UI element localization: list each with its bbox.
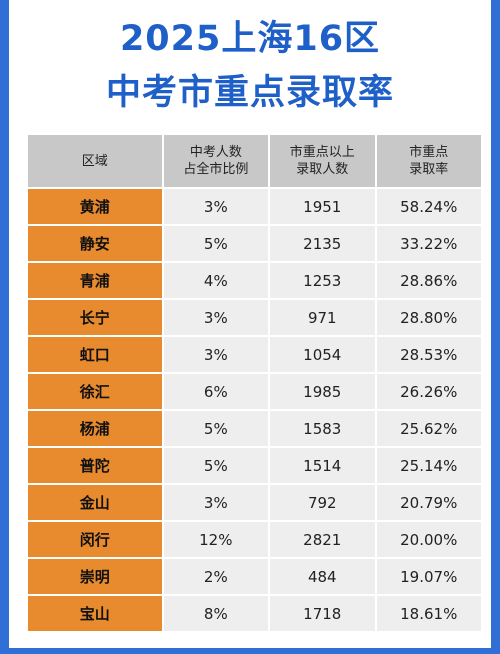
district-cell: 金山 [28, 485, 162, 520]
share-cell: 5% [163, 411, 269, 446]
table-row: 黄浦 3% 1951 58.24% [28, 189, 481, 224]
admitted-cell: 1951 [270, 189, 375, 224]
table-row: 金山 3% 792 20.79% [28, 485, 481, 520]
district-cell: 杨浦 [28, 411, 162, 446]
district-cell: 青浦 [28, 263, 162, 298]
share-cell: 6% [163, 374, 269, 409]
table-row: 长宁 3% 971 28.80% [28, 300, 481, 335]
page-title: 2025上海16区 [119, 19, 381, 59]
page-subtitle: 中考市重点录取率 [105, 73, 394, 113]
admissions-table: 区域 中考人数 占全市比例 市重点以上 录取人数 市重点 录取率 黄浦 3 [26, 133, 483, 633]
table-row: 青浦 4% 1253 28.86% [28, 263, 481, 298]
rate-cell: 20.79% [376, 485, 481, 520]
header-district-label: 区域 [81, 153, 108, 169]
admitted-cell: 1054 [270, 337, 375, 372]
share-cell: 5% [163, 226, 269, 261]
share-cell: 2% [163, 559, 269, 594]
table-header-row: 区域 中考人数 占全市比例 市重点以上 录取人数 市重点 录取率 [28, 135, 481, 187]
rate-cell: 26.26% [376, 374, 481, 409]
header-rate-line1: 市重点 [409, 145, 449, 160]
district-cell: 崇明 [28, 559, 162, 594]
rate-cell: 28.53% [376, 337, 481, 372]
share-cell: 5% [163, 448, 269, 483]
header-share-line2: 占全市比例 [183, 162, 249, 177]
rate-cell: 28.86% [376, 263, 481, 298]
rate-cell: 20.00% [376, 522, 481, 557]
district-cell: 徐汇 [28, 374, 162, 409]
header-rate: 市重点 录取率 [376, 135, 481, 187]
table-row: 宝山 8% 1718 18.61% [28, 596, 481, 631]
header-district: 区域 [28, 135, 162, 187]
rate-cell: 33.22% [376, 226, 481, 261]
admitted-cell: 1253 [270, 263, 375, 298]
admitted-cell: 1718 [270, 596, 375, 631]
share-cell: 3% [163, 189, 269, 224]
header-admitted: 市重点以上 录取人数 [270, 135, 375, 187]
header-share: 中考人数 占全市比例 [163, 135, 269, 187]
table-row: 徐汇 6% 1985 26.26% [28, 374, 481, 409]
rate-cell: 28.80% [376, 300, 481, 335]
rate-cell: 18.61% [376, 596, 481, 631]
admitted-cell: 1583 [270, 411, 375, 446]
admitted-cell: 2135 [270, 226, 375, 261]
admitted-cell: 1514 [270, 448, 375, 483]
table-row: 杨浦 5% 1583 25.62% [28, 411, 481, 446]
district-cell: 闵行 [28, 522, 162, 557]
share-cell: 3% [163, 337, 269, 372]
district-cell: 宝山 [28, 596, 162, 631]
table-row: 闵行 12% 2821 20.00% [28, 522, 481, 557]
share-cell: 3% [163, 485, 269, 520]
share-cell: 4% [163, 263, 269, 298]
rate-cell: 58.24% [376, 189, 481, 224]
table-row: 静安 5% 2135 33.22% [28, 226, 481, 261]
admitted-cell: 1985 [270, 374, 375, 409]
header-share-line1: 中考人数 [189, 145, 242, 160]
admitted-cell: 2821 [270, 522, 375, 557]
admitted-cell: 792 [270, 485, 375, 520]
header-admitted-line1: 市重点以上 [289, 145, 355, 160]
rate-cell: 19.07% [376, 559, 481, 594]
district-cell: 黄浦 [28, 189, 162, 224]
table-row: 普陀 5% 1514 25.14% [28, 448, 481, 483]
share-cell: 8% [163, 596, 269, 631]
share-cell: 3% [163, 300, 269, 335]
district-cell: 虹口 [28, 337, 162, 372]
district-cell: 长宁 [28, 300, 162, 335]
share-cell: 12% [163, 522, 269, 557]
admitted-cell: 971 [270, 300, 375, 335]
header-rate-line2: 录取率 [409, 162, 449, 177]
district-cell: 静安 [28, 226, 162, 261]
table-row: 崇明 2% 484 19.07% [28, 559, 481, 594]
rate-cell: 25.62% [376, 411, 481, 446]
district-cell: 普陀 [28, 448, 162, 483]
table-row: 虹口 3% 1054 28.53% [28, 337, 481, 372]
rate-cell: 25.14% [376, 448, 481, 483]
header-admitted-line2: 录取人数 [296, 162, 349, 177]
admitted-cell: 484 [270, 559, 375, 594]
